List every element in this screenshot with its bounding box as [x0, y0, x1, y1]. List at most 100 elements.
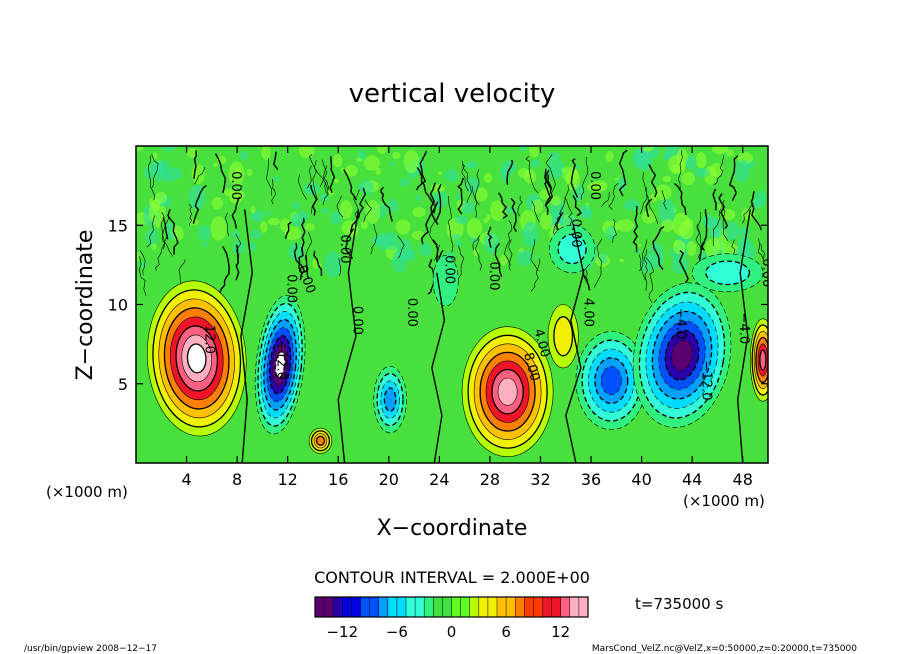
turbulence-line — [139, 250, 146, 276]
x-tick-label: 16 — [328, 470, 348, 489]
turbulence-blob — [392, 151, 401, 160]
colorbar-swatch — [497, 597, 507, 617]
x-tick-label: 4 — [181, 470, 191, 489]
turbulence-blob — [605, 151, 614, 162]
turbulence-line — [728, 155, 739, 202]
turbulence-line — [429, 221, 438, 261]
turbulence-blob — [454, 215, 469, 225]
contour-label: 0.00 — [284, 274, 299, 303]
turbulence-blob — [655, 184, 672, 201]
contour-label: 8.00 — [520, 351, 542, 383]
colorbar-swatch — [333, 597, 343, 617]
turbulence-line — [544, 168, 552, 189]
turbulence-line — [155, 237, 167, 271]
turbulence-line — [612, 218, 617, 243]
turbulence-line — [344, 228, 355, 260]
turbulence-line — [712, 208, 722, 246]
turbulence-blob — [605, 226, 617, 241]
cell-0 — [146, 280, 247, 437]
colorbar-swatch — [578, 597, 589, 617]
cell-4 — [461, 326, 554, 458]
turbulence-blob — [662, 175, 672, 183]
turbulence-blob — [641, 210, 657, 224]
turbulence-line — [638, 254, 646, 281]
colorbar-tick-label: 0 — [447, 623, 457, 641]
colorbar-swatch — [569, 597, 580, 617]
contour-level — [315, 435, 326, 446]
turbulence-line — [420, 201, 439, 245]
turbulence-line — [757, 238, 765, 262]
chart-title: vertical velocity — [349, 79, 556, 109]
x-tick-label: 32 — [530, 470, 550, 489]
x-axis: 4 8 12 16 20 24 28 32 36 40 44 48 — [181, 146, 753, 489]
turbulence-line — [273, 151, 279, 170]
turbulence-blob — [734, 159, 750, 183]
x-tick-label: 48 — [733, 470, 753, 489]
turbulence-blob — [155, 224, 161, 228]
colorbar-swatch — [433, 597, 443, 617]
turbulence-line — [517, 195, 523, 217]
contour-label: 0.00 — [587, 171, 602, 200]
turbulence-blob — [636, 243, 642, 248]
turbulence-blob — [531, 199, 544, 214]
turbulence-blob — [523, 230, 530, 236]
contour-label: 12.0 — [202, 325, 217, 354]
turbulence-blob — [324, 251, 342, 278]
contour-label: 0.00 — [228, 171, 243, 200]
turbulence-line — [336, 195, 344, 218]
x-axis-label: X−coordinate — [377, 516, 528, 541]
turbulence-blob — [753, 197, 762, 209]
turbulence-blob — [231, 230, 240, 240]
turbulence-blob — [490, 200, 504, 222]
turbulence-blob — [246, 168, 253, 176]
turbulence-line — [214, 153, 227, 194]
turbulence-line — [712, 188, 717, 211]
x-tick-label: 8 — [232, 470, 242, 489]
turbulence-blob — [547, 158, 565, 179]
y-tick-label: 10 — [108, 296, 128, 315]
turbulence-blob — [679, 221, 694, 240]
turbulence-blob — [360, 219, 369, 230]
turbulence-line — [645, 257, 655, 303]
turbulence-blob — [377, 146, 387, 155]
contour-label: −12.0 — [698, 361, 713, 401]
turbulence-blob — [412, 207, 426, 218]
turbulence-line — [416, 167, 437, 214]
footer-left: /usr/bin/gpview 2008−12−17 — [24, 644, 157, 654]
turbulence-blob — [391, 250, 408, 273]
turbulence-blob — [580, 209, 594, 220]
turbulence-line — [161, 214, 173, 257]
cell-1 — [254, 295, 306, 435]
turbulence-blob — [528, 233, 533, 240]
y-axis-label: Z−coordinate — [73, 230, 98, 381]
turbulence-blob — [405, 249, 416, 261]
turbulence-line — [297, 174, 307, 200]
turbulence-blob — [136, 251, 140, 262]
turbulence-line — [475, 169, 480, 206]
colorbar-tick-label: 12 — [551, 623, 570, 641]
time-stamp: t=735000 s — [635, 595, 723, 613]
turbulence-line — [311, 160, 318, 214]
turbulence-line — [487, 226, 493, 248]
turbulence-blob — [191, 164, 205, 185]
turbulence-blob — [705, 239, 720, 258]
turbulence-line — [504, 220, 513, 266]
turbulence-blob — [273, 176, 279, 182]
turbulence-blob — [726, 149, 734, 157]
contour-level — [274, 351, 286, 379]
turbulence-line — [353, 189, 360, 218]
y-axis: 5 10 15 — [108, 216, 768, 394]
turbulence-blob — [712, 146, 728, 155]
turbulence-line — [530, 239, 539, 272]
contour-label: 4.00 — [530, 327, 552, 359]
colorbar-swatch — [315, 597, 325, 617]
contour-label: 0.00 — [486, 262, 501, 291]
turbulence-blob — [154, 191, 167, 204]
turbulence-line — [530, 258, 541, 292]
colorbar-tick-label: 6 — [501, 623, 511, 641]
turbulence-blob — [265, 210, 271, 217]
turbulence-line — [556, 184, 569, 238]
turbulence-line — [415, 150, 428, 191]
colorbar: −12 −6 0 6 12 — [314, 596, 589, 641]
turbulence-blob — [737, 226, 751, 237]
